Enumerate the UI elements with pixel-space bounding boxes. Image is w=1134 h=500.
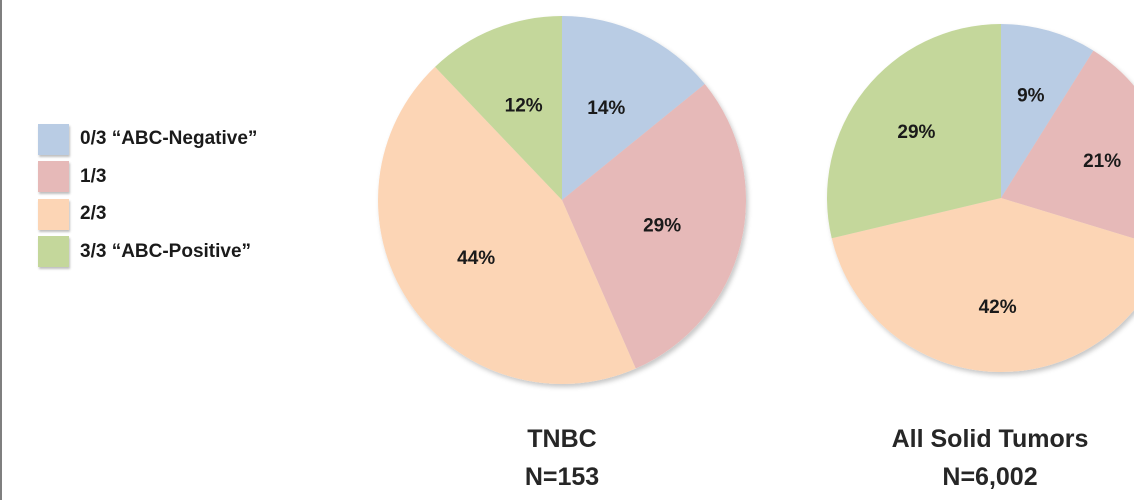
slice-data-label: 29%	[897, 122, 935, 143]
slice-abc-negative	[1001, 24, 1094, 198]
slice-data-label: 21%	[1083, 151, 1121, 172]
legend-swatch	[38, 123, 69, 155]
legend-swatch	[38, 198, 69, 230]
legend-item-positive: 3/3 “ABC-Positive”	[38, 236, 257, 267]
pie-all-solid-tumors	[826, 24, 1134, 372]
legend-swatch	[38, 236, 69, 267]
legend-label: 3/3 “ABC-Positive”	[80, 240, 252, 262]
slice-data-label: 12%	[505, 95, 543, 116]
slice-data-label: 9%	[1017, 85, 1045, 106]
legend-label: 2/3	[80, 203, 107, 224]
tnbc-caption: TNBC N=153	[462, 420, 662, 496]
slice-data-label: 42%	[979, 297, 1017, 318]
legend-label: 1/3	[80, 165, 107, 187]
pie-subtitle: N=6,002	[942, 463, 1038, 491]
pie-all-solid-tumors-labels: 9% 21% 42% 29%	[897, 85, 1121, 317]
slice-two-of-three	[831, 198, 1134, 372]
slice-one-of-three	[1001, 50, 1134, 239]
pie-title: TNBC	[527, 425, 597, 453]
legend-item-two: 2/3	[38, 198, 257, 230]
legend-item-one: 1/3	[38, 161, 257, 192]
slice-abc-positive	[435, 15, 562, 200]
slice-data-label: 44%	[457, 248, 495, 269]
pie-subtitle: N=153	[524, 463, 600, 491]
legend: 0/3 “ABC-Negative” 1/3 2/3 3/3 “ABC-Posi…	[38, 123, 258, 276]
slice-data-label: 29%	[643, 215, 681, 236]
legend-item-negative: 0/3 “ABC-Negative”	[38, 123, 258, 155]
slice-abc-negative	[562, 16, 705, 200]
slice-data-label: 14%	[587, 98, 625, 119]
legend-label: 0/3 “ABC-Negative”	[80, 128, 258, 149]
all-solid-tumors-caption: All Solid Tumors N=6,002	[848, 420, 1132, 496]
pie-title: All Solid Tumors	[891, 425, 1089, 453]
slice-one-of-three	[562, 83, 746, 369]
slice-abc-positive	[826, 24, 1001, 239]
legend-swatch	[38, 161, 69, 192]
pie-tnbc	[378, 15, 746, 384]
pie-tnbc-labels: 14% 29% 44% 12%	[457, 95, 681, 269]
slice-two-of-three	[378, 66, 636, 384]
